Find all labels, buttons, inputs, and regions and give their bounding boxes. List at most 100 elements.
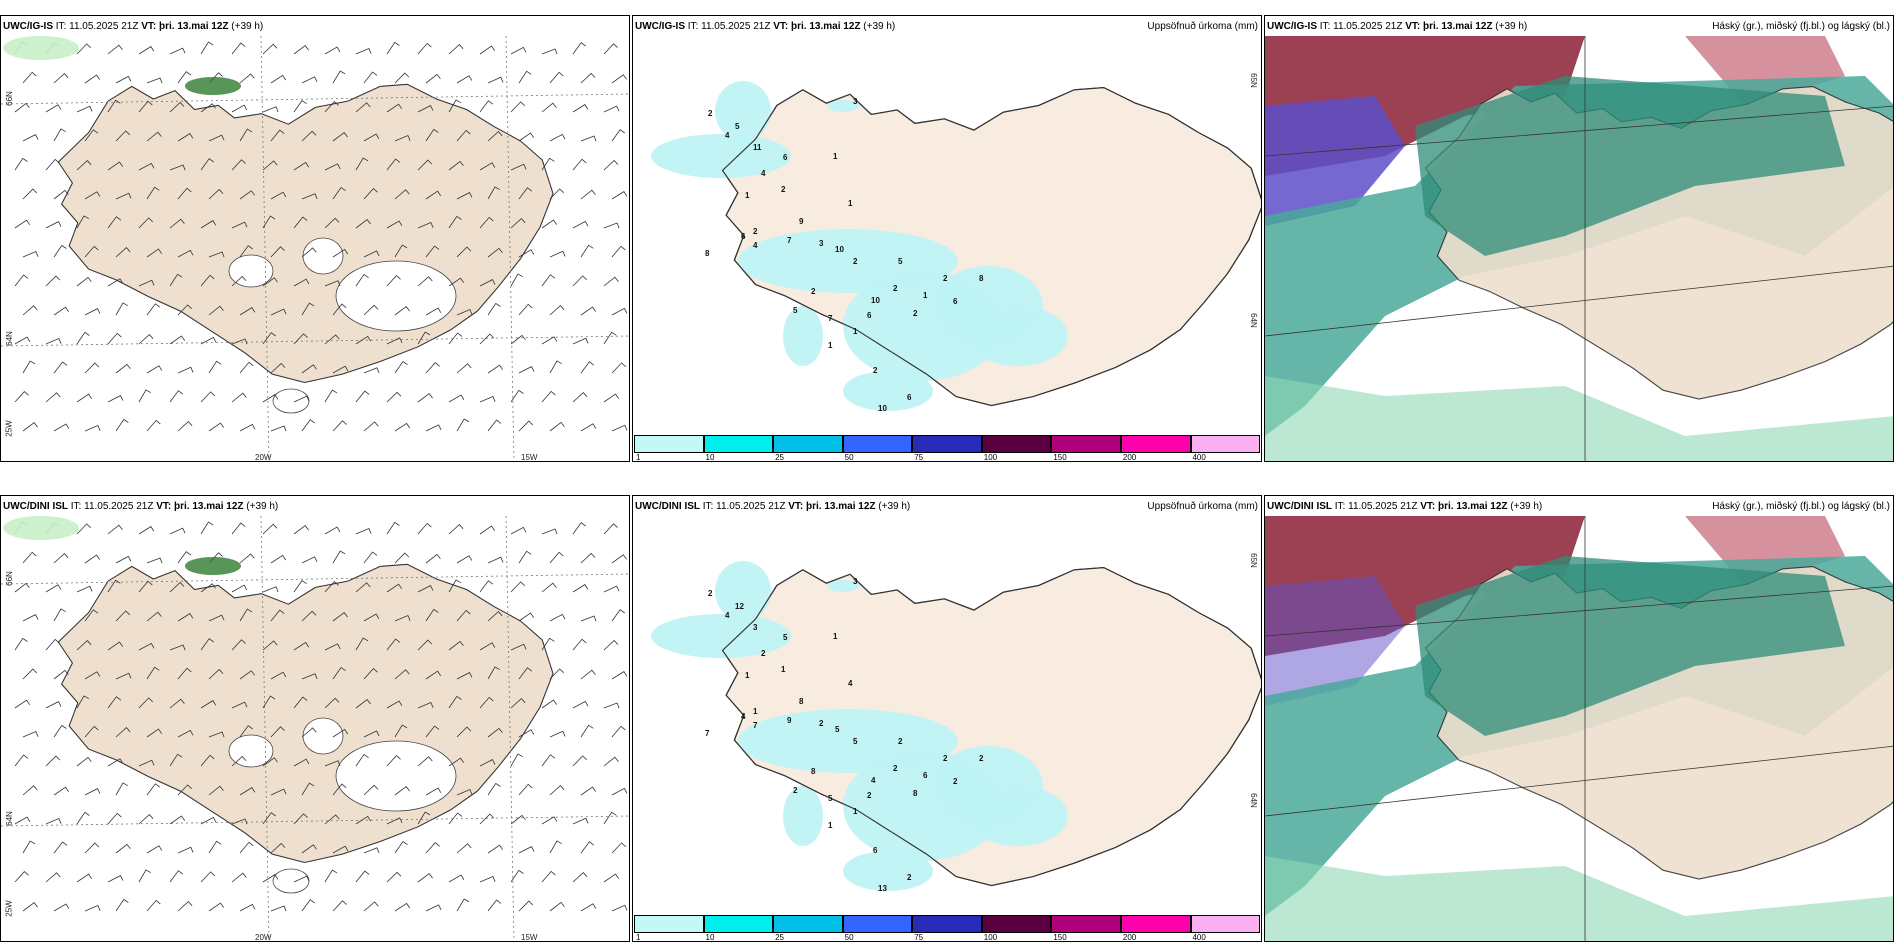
wind-barb	[146, 783, 161, 796]
wind-barb	[293, 278, 310, 287]
wind-barb	[231, 221, 248, 229]
wind-barb	[262, 874, 279, 883]
precip-value-label: 2	[867, 791, 872, 800]
wind-barb	[14, 274, 29, 287]
wind-barb	[355, 102, 371, 113]
wind-barb	[208, 251, 225, 258]
wind-barb	[45, 104, 62, 113]
mid-cloud-area	[1415, 76, 1845, 256]
wind-barb	[448, 640, 464, 651]
wind-barb	[510, 389, 524, 403]
wind-barb	[138, 162, 155, 171]
wind-barb	[572, 392, 588, 403]
precip-colorbar	[634, 915, 1261, 933]
wind-barb	[208, 840, 222, 854]
wind-barb	[417, 221, 434, 229]
wind-barb	[456, 609, 471, 622]
wind-barb	[84, 424, 101, 432]
wind-barb	[332, 666, 346, 680]
wind-barb	[53, 903, 70, 912]
wind-panel-dini: UWC/DINI ISL IT: 11.05.2025 21Z VT: þri.…	[0, 495, 630, 942]
wind-barb	[76, 43, 91, 55]
wind-barb	[169, 581, 185, 593]
wind-barb	[510, 334, 526, 345]
wind-barb	[262, 43, 278, 55]
wind-barb	[14, 582, 30, 593]
colorbar-tick-label: 400	[1192, 933, 1206, 942]
wind-barb	[293, 579, 307, 593]
precip-value-label: 1	[833, 152, 838, 161]
wind-barb	[208, 902, 225, 912]
wind-barb	[301, 193, 318, 200]
graticule-line	[1, 93, 629, 105]
precip-title: Uppsöfnuð úrkoma (mm)	[1147, 501, 1258, 512]
wind-barb	[324, 389, 338, 403]
lat-label-66: 66N	[4, 571, 14, 586]
wind-barb	[572, 158, 587, 171]
colorbar-segment	[981, 435, 1052, 453]
wind-barb	[208, 134, 225, 142]
wind-barb	[611, 307, 628, 316]
wind-barb	[386, 638, 401, 651]
wind-barb	[14, 871, 29, 883]
graticule-line	[1, 573, 629, 585]
precip-value-label: 7	[828, 314, 833, 323]
precip-value-label: 2	[898, 737, 903, 746]
lon-label-20: 20W	[255, 453, 272, 462]
lon-label-25: 25W	[4, 420, 14, 437]
colorbar-segment	[842, 915, 913, 933]
wind-barb	[394, 840, 408, 854]
wind-barb	[76, 640, 92, 651]
wind-barb	[270, 788, 287, 796]
wind-barb	[487, 131, 503, 142]
wind-barb	[417, 701, 434, 709]
colorbar-segment	[842, 435, 913, 453]
colorbar-segment	[634, 915, 704, 933]
wind-barb	[76, 160, 92, 171]
wind-barb	[301, 610, 317, 622]
precip-area	[827, 580, 859, 592]
high-cloud-area	[1265, 576, 1405, 706]
wind-barb	[456, 788, 473, 796]
wind-barb	[456, 75, 473, 84]
precip-value-label: 6	[923, 771, 928, 780]
wind-barb	[456, 672, 473, 680]
cloud-title: Háský (gr.), miðský (fj.bl.) og lágský (…	[1712, 501, 1890, 512]
wind-barb	[324, 101, 339, 113]
wind-barb	[200, 220, 217, 229]
wind-barb	[239, 190, 255, 200]
wind-barb	[301, 727, 317, 738]
wind-barb	[332, 612, 348, 622]
wind-barb	[115, 727, 131, 738]
wind-barb	[611, 362, 626, 374]
wind-barb	[394, 724, 408, 738]
precip-area	[968, 786, 1068, 846]
wind-barb	[572, 104, 589, 113]
wind-barb	[14, 219, 31, 229]
wind-barb	[580, 189, 596, 200]
wind-barb	[262, 586, 279, 593]
panel-title: UWC/IG-IS IT: 11.05.2025 21Z VT: þri. 13…	[3, 21, 264, 32]
wind-barb	[293, 161, 310, 171]
wind-barb	[138, 869, 152, 883]
wind-barb	[200, 391, 215, 403]
colorbar-tick-label: 200	[1122, 933, 1137, 942]
wind-barb	[200, 583, 216, 593]
colorbar-tick-label: 100	[983, 453, 998, 462]
wind-barb	[332, 728, 349, 738]
iceland-landmass	[57, 563, 554, 864]
wind-barb	[394, 422, 411, 432]
precip-blob	[185, 557, 241, 575]
colorbar-tick-label: 25	[775, 453, 785, 462]
precip-value-label: 1	[848, 199, 853, 208]
colorbar-tick-label: 200	[1122, 453, 1137, 462]
precip-value-label: 2	[811, 287, 816, 296]
wind-barb	[169, 527, 186, 535]
wind-barb	[76, 331, 90, 345]
wind-barb	[332, 132, 348, 142]
wind-barb	[324, 217, 340, 229]
wind-barb	[45, 275, 61, 287]
low-cloud-area	[1265, 856, 1893, 941]
wind-barb	[107, 278, 124, 287]
wind-barb	[22, 551, 37, 564]
